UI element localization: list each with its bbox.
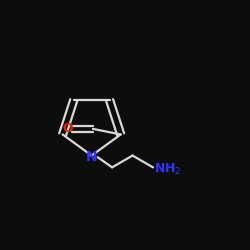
Text: NH$_2$: NH$_2$ (154, 162, 182, 177)
Text: N: N (86, 150, 98, 164)
Text: O: O (63, 122, 73, 136)
